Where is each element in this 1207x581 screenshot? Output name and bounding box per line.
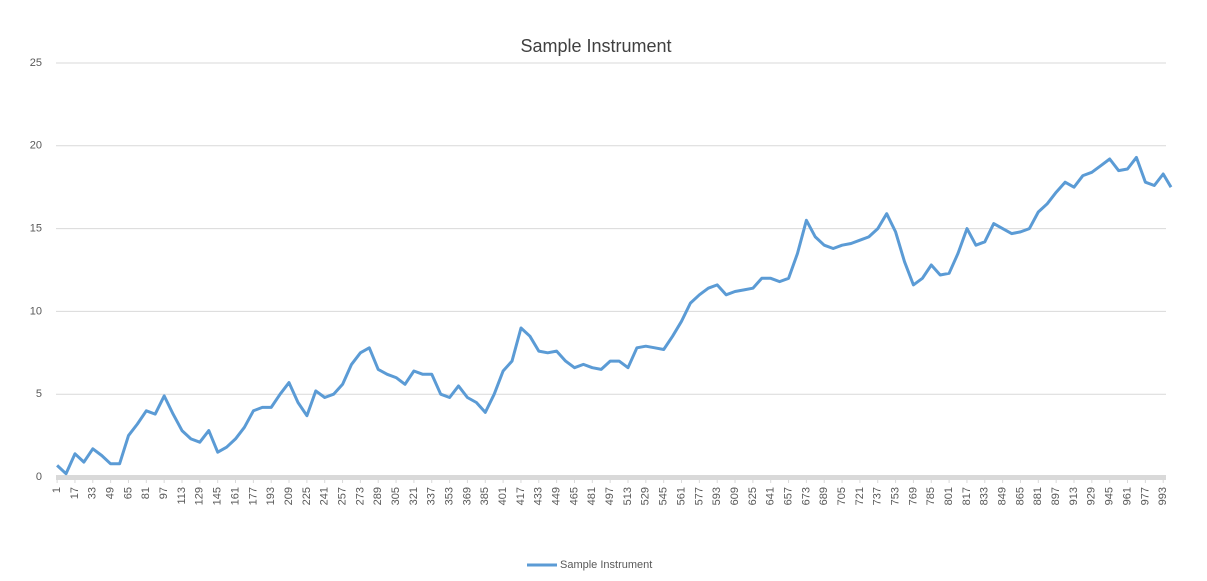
x-tick-label: 897 [1050, 487, 1062, 505]
legend-label: Sample Instrument [560, 559, 652, 571]
x-tick-label: 97 [158, 487, 170, 499]
x-tick-label: 833 [979, 487, 991, 505]
x-tick-label: 273 [354, 487, 366, 505]
x-tick-label: 433 [533, 487, 545, 505]
x-tick-label: 417 [515, 487, 527, 505]
x-tick-label: 209 [283, 487, 295, 505]
x-tick-label: 497 [604, 487, 616, 505]
x-tick-label: 753 [890, 487, 902, 505]
x-tick-label: 129 [194, 487, 206, 505]
x-tick-label: 865 [1014, 487, 1026, 505]
x-tick-label: 817 [961, 487, 973, 505]
x-tick-label: 929 [1086, 487, 1098, 505]
x-tick-label: 577 [693, 487, 705, 505]
x-tick-label: 33 [87, 487, 99, 499]
x-tick-label: 801 [943, 487, 955, 505]
x-tick-label: 737 [872, 487, 884, 505]
x-tick-label: 545 [658, 487, 670, 505]
y-tick-label: 0 [36, 471, 42, 483]
y-tick-label: 5 [36, 388, 42, 400]
x-tick-label: 225 [301, 487, 313, 505]
x-tick-label: 977 [1139, 487, 1151, 505]
x-tick-label: 321 [408, 487, 420, 505]
x-tick-label: 593 [711, 487, 723, 505]
x-tick-label: 49 [105, 487, 117, 499]
x-tick-label: 1 [51, 487, 63, 493]
data-line [56, 155, 1173, 476]
x-tick-label: 657 [782, 487, 794, 505]
y-tick-label: 15 [30, 223, 42, 235]
x-tick-label: 401 [497, 487, 509, 505]
x-tick-label: 369 [461, 487, 473, 505]
x-tick-label: 113 [176, 487, 188, 505]
x-tick-label: 881 [1032, 487, 1044, 505]
x-tick-label: 673 [800, 487, 812, 505]
y-tick-label: 25 [30, 57, 42, 69]
x-tick-label: 65 [122, 487, 134, 499]
x-tick-label: 849 [997, 487, 1009, 505]
x-tick-label: 561 [675, 487, 687, 505]
x-tick-label: 913 [1068, 487, 1080, 505]
x-tick-label: 289 [372, 487, 384, 505]
x-tick-label: 81 [140, 487, 152, 499]
x-tick-label: 689 [818, 487, 830, 505]
x-tick-label: 529 [640, 487, 652, 505]
x-tick-label: 945 [1104, 487, 1116, 505]
x-tick-label: 961 [1121, 487, 1133, 505]
x-tick-label: 721 [854, 487, 866, 505]
y-tick-label: 10 [30, 305, 42, 317]
x-tick-label: 641 [765, 487, 777, 505]
y-tick-label: 20 [30, 140, 42, 152]
x-tick-label: 145 [212, 487, 224, 505]
x-tick-label: 385 [479, 487, 491, 505]
x-tick-label: 513 [622, 487, 634, 505]
x-tick-label: 193 [265, 487, 277, 505]
x-tick-label: 785 [925, 487, 937, 505]
x-tick-label: 17 [69, 487, 81, 499]
x-tick-label: 177 [247, 487, 259, 505]
x-tick-label: 705 [836, 487, 848, 505]
chart-title: Sample Instrument [520, 36, 671, 56]
x-tick-label: 465 [568, 487, 580, 505]
x-tick-label: 337 [426, 487, 438, 505]
x-axis [56, 475, 1166, 480]
x-tick-label: 257 [336, 487, 348, 505]
x-tick-label: 241 [319, 487, 331, 505]
x-tick-label: 305 [390, 487, 402, 505]
x-tick-label: 481 [586, 487, 598, 505]
x-tick-label: 625 [747, 487, 759, 505]
x-tick-label: 449 [551, 487, 563, 505]
x-tick-label: 609 [729, 487, 741, 505]
x-tick-label: 769 [907, 487, 919, 505]
x-tick-label: 353 [444, 487, 456, 505]
x-tick-label: 993 [1157, 487, 1169, 505]
x-tick-label: 161 [229, 487, 241, 505]
